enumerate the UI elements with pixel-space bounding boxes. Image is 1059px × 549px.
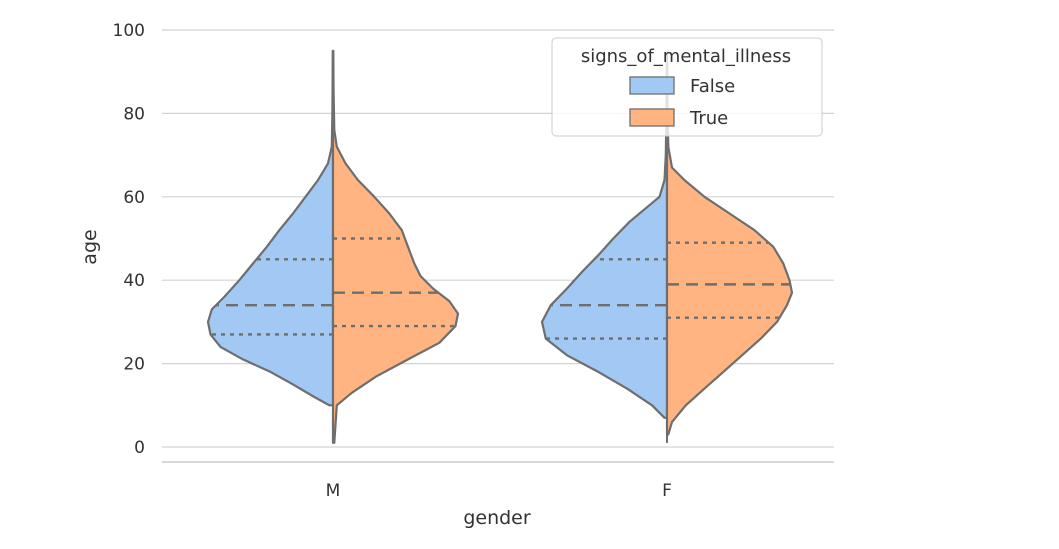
y-tick-label: 80 xyxy=(123,104,145,124)
y-tick-labels: 0 20 40 60 80 100 xyxy=(113,21,145,458)
violin-half-false-m xyxy=(206,49,335,407)
violins-layer xyxy=(206,49,794,444)
y-axis-label: age xyxy=(79,229,101,264)
legend-swatch-true xyxy=(629,108,675,127)
y-tick-label: 100 xyxy=(113,21,145,41)
legend-title: signs_of_mental_illness xyxy=(581,46,791,67)
x-tick-label: M xyxy=(326,481,341,501)
violin-half-true-m xyxy=(331,49,460,444)
x-tick-label: F xyxy=(662,481,672,501)
legend-swatch-false xyxy=(629,76,675,95)
violin-half-true-f xyxy=(665,62,794,436)
y-tick-label: 60 xyxy=(123,188,145,208)
legend-label-false: False xyxy=(690,76,735,97)
y-tick-label: 0 xyxy=(134,438,145,458)
legend: signs_of_mental_illness False True xyxy=(551,37,823,137)
legend-frame xyxy=(551,37,823,137)
legend-entries: False True xyxy=(629,76,735,129)
y-tick-label: 20 xyxy=(123,355,145,375)
x-axis-label: gender xyxy=(463,507,531,529)
y-tick-label: 40 xyxy=(123,271,145,291)
legend-label-true: True xyxy=(689,108,728,129)
